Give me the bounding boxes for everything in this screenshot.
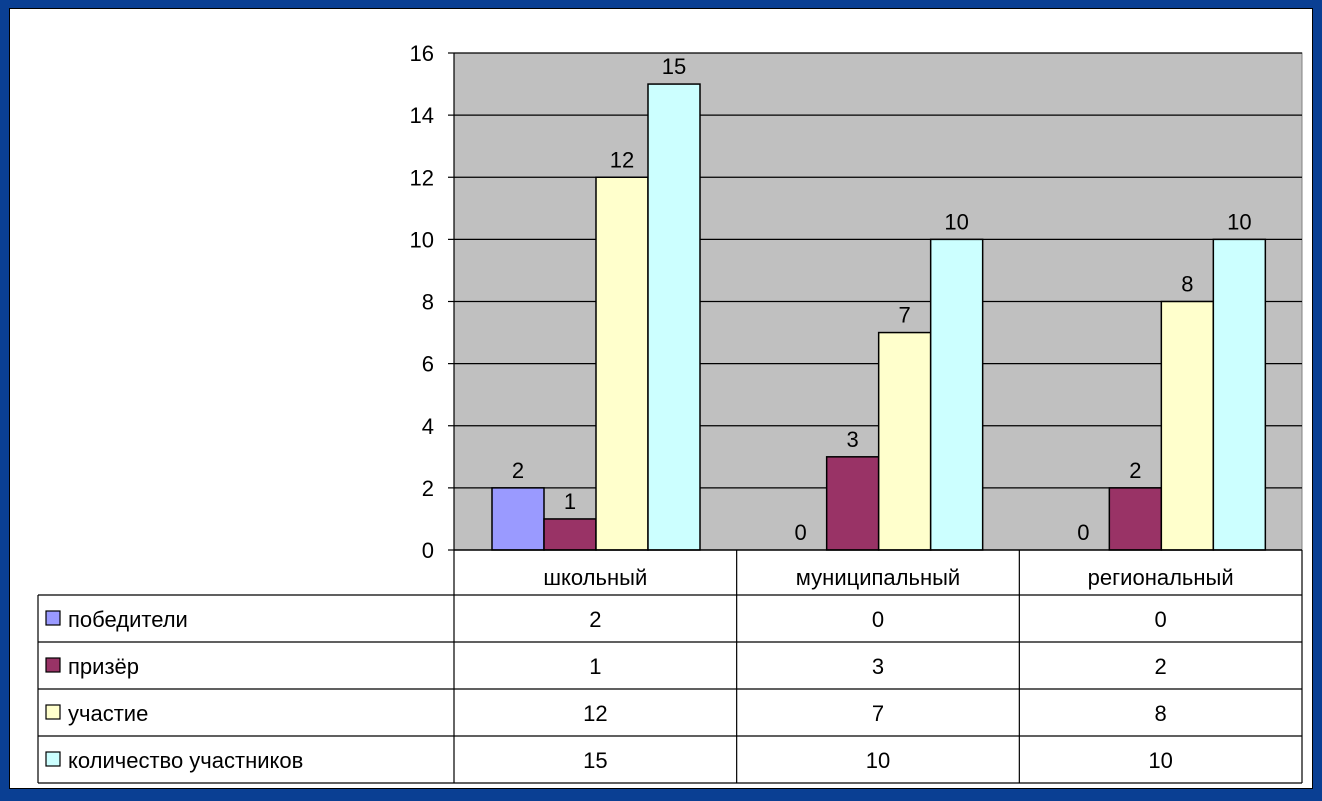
data-label: 7 (899, 303, 911, 328)
bar (647, 83, 701, 551)
y-tick-label: 14 (410, 103, 434, 128)
legend-swatch (45, 704, 61, 720)
bar (595, 176, 649, 551)
category-label: муниципальный (796, 565, 960, 590)
bar (543, 518, 597, 551)
bar (1160, 300, 1215, 551)
bar (1108, 487, 1163, 551)
data-label: 10 (944, 209, 968, 234)
category-label: региональный (1088, 565, 1234, 590)
legend-label: призёр (68, 654, 139, 679)
data-label: 0 (1077, 520, 1089, 545)
bar (825, 456, 880, 551)
data-label: 8 (1181, 272, 1193, 297)
category-label: школьный (543, 565, 647, 590)
table-cell-value: 10 (1148, 748, 1172, 773)
y-tick-label: 16 (410, 41, 434, 66)
y-tick-label: 0 (422, 538, 434, 563)
y-tick-label: 6 (422, 352, 434, 377)
data-label: 2 (512, 458, 524, 483)
table-cell-value: 10 (866, 748, 890, 773)
table-cell-value: 0 (872, 607, 884, 632)
y-tick-label: 10 (410, 227, 434, 252)
table-cell-value: 0 (1155, 607, 1167, 632)
legend-swatch (45, 751, 61, 767)
data-label: 0 (795, 520, 807, 545)
table-cell-value: 12 (583, 701, 607, 726)
bar (929, 238, 984, 551)
table-cell-value: 2 (589, 607, 601, 632)
bar (877, 331, 932, 551)
legend-label: количество участников (68, 748, 303, 773)
y-tick-label: 12 (410, 165, 434, 190)
table-cell-value: 8 (1155, 701, 1167, 726)
chart-frame: 0 2 4 6 8 10 12 14 16 2 0 0 1 3 2 12 7 8 15 10 10 школьный мун… (9, 8, 1313, 789)
y-tick-label: 8 (422, 290, 434, 315)
legend-label: победители (68, 607, 188, 632)
bar (1212, 238, 1267, 551)
data-label: 3 (847, 427, 859, 452)
table-cell-value: 3 (872, 654, 884, 679)
y-tick-label: 2 (422, 476, 434, 501)
data-label: 2 (1129, 458, 1141, 483)
bar (491, 487, 545, 551)
data-label: 10 (1227, 209, 1251, 234)
table-cell-value: 2 (1155, 654, 1167, 679)
data-label: 15 (662, 54, 686, 79)
table-cell-value: 1 (589, 654, 601, 679)
table-cell-value: 7 (872, 701, 884, 726)
y-tick-label: 4 (422, 414, 434, 439)
data-label: 12 (610, 147, 634, 172)
legend-label: участие (68, 701, 148, 726)
data-label: 1 (564, 489, 576, 514)
legend-swatch (45, 657, 61, 673)
legend-swatch (45, 610, 61, 626)
table-cell-value: 15 (583, 748, 607, 773)
